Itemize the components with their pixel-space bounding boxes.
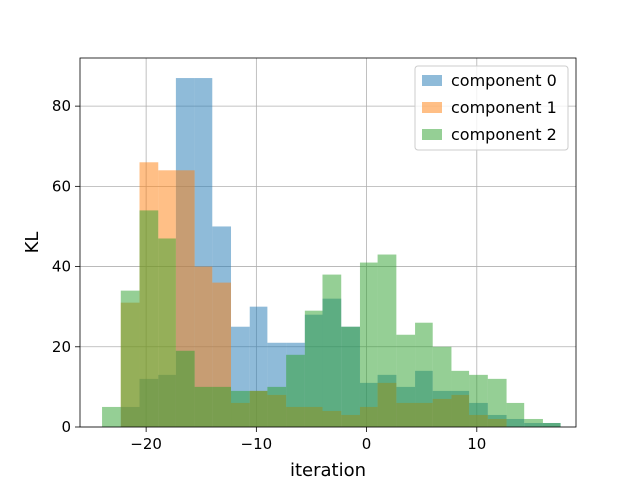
bar-series-2 [415, 322, 433, 427]
x-tick-label: −10 [241, 435, 273, 453]
y-tick-label: 20 [52, 338, 71, 356]
bar-series-2 [432, 346, 452, 427]
legend-swatch [422, 102, 442, 113]
y-tick-label: 60 [52, 177, 71, 195]
bar-series-2 [158, 238, 176, 427]
bar-series-2 [359, 262, 378, 427]
bar-series-2 [286, 354, 305, 427]
bar-series-2 [377, 254, 397, 427]
bar-series-2 [249, 390, 268, 427]
legend: component 0 component 1 component 2 [414, 65, 569, 151]
bars-layer [102, 78, 561, 428]
bar-series-2 [341, 326, 360, 427]
bar-series-2 [542, 422, 561, 427]
legend-label: component 1 [451, 98, 557, 117]
bar-series-2 [322, 274, 342, 427]
y-tick-label: 0 [61, 418, 71, 436]
x-tick-label: 10 [467, 435, 486, 453]
legend-label: component 2 [451, 125, 557, 144]
bar-series-2 [304, 310, 323, 427]
y-tick-label: 80 [52, 97, 71, 115]
bar-series-2 [120, 290, 140, 427]
bar-series-2 [102, 406, 121, 427]
legend-swatch [422, 129, 442, 140]
x-axis-title: iteration [290, 460, 366, 480]
bar-series-2 [524, 418, 543, 427]
bar-series-2 [506, 402, 525, 427]
bar-series-2 [451, 370, 470, 427]
x-axis-ticks: −20 −10 0 10 [130, 427, 486, 453]
bar-series-2 [212, 386, 232, 427]
bar-series-2 [469, 374, 488, 427]
x-tick-label: 0 [362, 435, 372, 453]
bar-series-2 [487, 378, 507, 427]
bar-series-2 [267, 386, 287, 427]
x-tick-label: −20 [130, 435, 162, 453]
y-axis-ticks: 0 20 40 60 80 [52, 97, 80, 436]
plot-frame [79, 57, 577, 428]
legend-swatch [422, 75, 442, 86]
legend-label: component 0 [451, 71, 557, 90]
bar-series-2 [175, 350, 195, 427]
legend-box [414, 65, 569, 151]
y-tick-label: 40 [52, 258, 71, 276]
bar-series-2 [231, 390, 250, 427]
bar-series-2 [194, 386, 213, 427]
bar-series-2 [396, 334, 416, 427]
y-axis-title: KL [22, 232, 43, 254]
bar-series-2 [139, 210, 159, 427]
